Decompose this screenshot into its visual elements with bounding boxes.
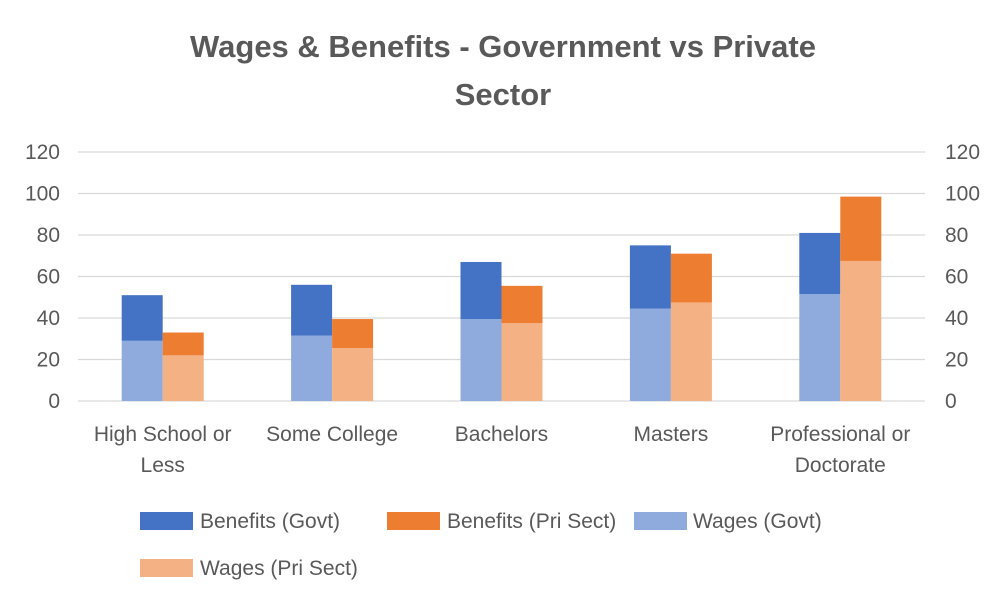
bar-wages-pri-sect xyxy=(501,323,543,401)
legend-label: Wages (Pri Sect) xyxy=(200,557,358,580)
right-y-tick-label: 60 xyxy=(945,266,968,289)
x-category-label: Masters xyxy=(634,423,709,446)
x-category-label: Less xyxy=(141,454,185,477)
right-y-tick-label: 40 xyxy=(945,307,968,330)
chart-title: Wages & Benefits - Government vs Private… xyxy=(190,29,816,112)
left-y-tick-label: 0 xyxy=(48,390,60,413)
legend-label: Wages (Govt) xyxy=(693,510,822,533)
x-axis-category-labels: High School or Less Some College Bachelors M… xyxy=(94,423,911,477)
legend-swatch xyxy=(634,512,687,530)
bar-benefits-pri-sect xyxy=(332,319,374,349)
x-category-label: Some College xyxy=(266,423,398,446)
bar-benefits-govt xyxy=(799,232,841,295)
bar-wages-pri-sect xyxy=(670,302,712,401)
bar-benefits-govt xyxy=(291,284,333,336)
bar-wages-pri-sect xyxy=(840,260,882,401)
right-y-tick-label: 80 xyxy=(945,224,968,247)
bars xyxy=(121,196,882,401)
legend: Benefits (Govt) Benefits (Pri Sect) Wages … xyxy=(140,510,822,580)
right-y-axis: 0 20 40 60 80 100 120 xyxy=(945,141,980,413)
chart-title-line: Sector xyxy=(455,77,551,112)
x-category-label: Doctorate xyxy=(795,454,886,477)
bar-wages-govt xyxy=(629,308,671,401)
legend-label: Benefits (Pri Sect) xyxy=(447,510,616,533)
bar-wages-govt xyxy=(460,319,502,401)
bar-wages-govt xyxy=(121,340,163,401)
left-y-tick-label: 100 xyxy=(25,183,60,206)
bar-benefits-pri-sect xyxy=(670,253,712,303)
x-category-label: High School or xyxy=(94,423,232,446)
left-y-tick-label: 120 xyxy=(25,141,60,164)
legend-swatch xyxy=(387,512,440,530)
bar-wages-govt xyxy=(291,335,333,401)
bar-benefits-govt xyxy=(460,261,502,320)
x-category-label: Bachelors xyxy=(455,423,548,446)
bar-benefits-pri-sect xyxy=(840,196,882,261)
left-y-tick-label: 40 xyxy=(37,307,60,330)
legend-swatch xyxy=(140,512,193,530)
legend-swatch xyxy=(140,559,193,577)
bar-wages-pri-sect xyxy=(162,355,204,401)
left-y-tick-label: 80 xyxy=(37,224,60,247)
bar-benefits-govt xyxy=(629,245,671,309)
left-y-tick-label: 20 xyxy=(37,349,60,372)
bar-benefits-pri-sect xyxy=(501,285,543,324)
right-y-tick-label: 20 xyxy=(945,349,968,372)
chart-title-line: Wages & Benefits - Government vs Private xyxy=(190,29,816,64)
bar-benefits-pri-sect xyxy=(162,332,204,356)
right-y-tick-label: 100 xyxy=(945,183,980,206)
bar-wages-pri-sect xyxy=(332,348,374,401)
left-y-axis: 0 20 40 60 80 100 120 xyxy=(25,141,60,413)
x-category-label: Professional or xyxy=(770,423,910,446)
bar-benefits-govt xyxy=(121,295,163,341)
right-y-tick-label: 120 xyxy=(945,141,980,164)
bar-wages-govt xyxy=(799,294,841,401)
legend-label: Benefits (Govt) xyxy=(200,510,340,533)
left-y-tick-label: 60 xyxy=(37,266,60,289)
right-y-tick-label: 0 xyxy=(945,390,957,413)
